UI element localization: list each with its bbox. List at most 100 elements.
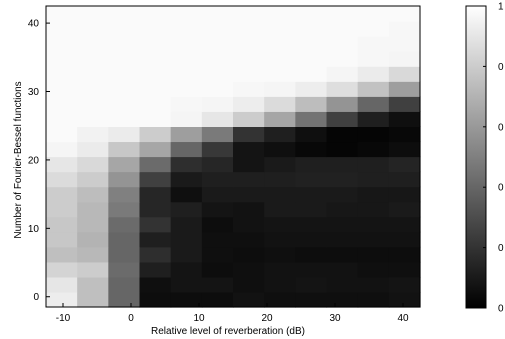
heatmap-cells: [46, 6, 421, 308]
heatmap-cell: [201, 231, 234, 248]
heatmap-cell: [139, 81, 172, 97]
heatmap-cell: [170, 246, 203, 263]
heatmap-cell: [264, 276, 296, 293]
heatmap-cell: [46, 246, 78, 263]
heatmap-cell: [388, 111, 421, 127]
heatmap-cell: [264, 201, 296, 218]
heatmap-cell: [295, 156, 328, 173]
heatmap-cell: [264, 66, 296, 82]
y-tick-label: 40: [28, 19, 40, 30]
heatmap-cell: [108, 6, 141, 22]
heatmap-cell: [46, 291, 78, 308]
heatmap-cell: [108, 171, 141, 188]
heatmap-cell: [108, 231, 141, 248]
heatmap-cell: [201, 186, 234, 203]
heatmap-cell: [388, 156, 421, 173]
heatmap-cell: [108, 291, 141, 308]
heatmap-cell: [326, 216, 359, 233]
heatmap-cell: [357, 291, 390, 308]
heatmap-cell: [46, 231, 78, 248]
heatmap-cell: [170, 6, 203, 22]
heatmap-cell: [201, 111, 234, 127]
heatmap-cell: [139, 201, 172, 218]
heatmap-cell: [170, 156, 203, 173]
heatmap-cell: [357, 36, 390, 52]
heatmap-cell: [357, 246, 390, 263]
y-tick-label: 20: [28, 155, 40, 166]
heatmap-cell: [170, 81, 203, 97]
heatmap-cell: [170, 126, 203, 143]
heatmap-cell: [139, 186, 172, 203]
heatmap-cell: [201, 36, 234, 52]
colorbar: [465, 5, 487, 309]
heatmap-cell: [46, 51, 78, 67]
heatmap-cell: [139, 261, 172, 278]
heatmap-cell: [170, 51, 203, 67]
heatmap-cell: [233, 141, 265, 158]
heatmap-cell: [388, 246, 421, 263]
heatmap-cell: [357, 96, 390, 112]
heatmap-cell: [77, 141, 109, 158]
heatmap-cell: [233, 6, 265, 22]
heatmap-cell: [326, 36, 359, 52]
heatmap-cell: [295, 111, 328, 127]
heatmap-cell: [233, 246, 265, 263]
heatmap-cell: [139, 66, 172, 82]
heatmap-cell: [326, 96, 359, 112]
heatmap-cell: [233, 171, 265, 188]
heatmap-cell: [264, 216, 296, 233]
x-tick-label: 30: [329, 313, 341, 324]
heatmap-cell: [326, 126, 359, 143]
colorbar-tick-label: 0: [498, 183, 504, 194]
heatmap-cell: [77, 216, 109, 233]
heatmap-cell: [77, 156, 109, 173]
heatmap-cell: [46, 156, 78, 173]
x-tick-label: 10: [193, 313, 205, 324]
x-tick-label: 40: [397, 313, 409, 324]
heatmap-cell: [201, 171, 234, 188]
heatmap-cell: [108, 201, 141, 218]
heatmap-cell: [233, 111, 265, 127]
colorbar-tick-label: 0: [498, 243, 504, 254]
heatmap-cell: [77, 126, 109, 143]
heatmap-cell: [201, 96, 234, 112]
heatmap-cell: [388, 51, 421, 67]
heatmap-cell: [388, 36, 421, 52]
heatmap-cell: [108, 51, 141, 67]
heatmap-cell: [77, 111, 109, 127]
heatmap-cell: [233, 21, 265, 37]
heatmap-cell: [326, 186, 359, 203]
colorbar-tick-label: 1: [498, 2, 504, 13]
heatmap-cell: [77, 201, 109, 218]
x-tick-label: 0: [128, 313, 134, 324]
heatmap-cell: [264, 291, 296, 308]
heatmap-cell: [170, 96, 203, 112]
heatmap-cell: [108, 111, 141, 127]
heatmap-cell: [201, 291, 234, 308]
heatmap-cell: [233, 81, 265, 97]
heatmap-cell: [295, 141, 328, 158]
heatmap-cell: [170, 291, 203, 308]
heatmap-cell: [108, 156, 141, 173]
colorbar-tick-label: 0: [498, 122, 504, 133]
heatmap-cell: [108, 66, 141, 82]
x-axis-label: Relative level of reverberation (dB): [151, 326, 305, 337]
heatmap-cell: [233, 261, 265, 278]
heatmap-cell: [108, 126, 141, 143]
y-tick-label: 0: [33, 292, 39, 303]
heatmap-cell: [201, 246, 234, 263]
heatmap-cell: [170, 141, 203, 158]
heatmap-cell: [77, 261, 109, 278]
heatmap-cell: [77, 81, 109, 97]
heatmap-cell: [77, 231, 109, 248]
heatmap-cell: [326, 171, 359, 188]
heatmap-cell: [295, 126, 328, 143]
heatmap-cell: [170, 36, 203, 52]
heatmap-cell: [295, 216, 328, 233]
heatmap-cell: [139, 126, 172, 143]
heatmap-cell: [108, 36, 141, 52]
heatmap-cell: [357, 51, 390, 67]
heatmap-cell: [77, 246, 109, 263]
heatmap-cell: [295, 81, 328, 97]
heatmap-cell: [77, 96, 109, 112]
